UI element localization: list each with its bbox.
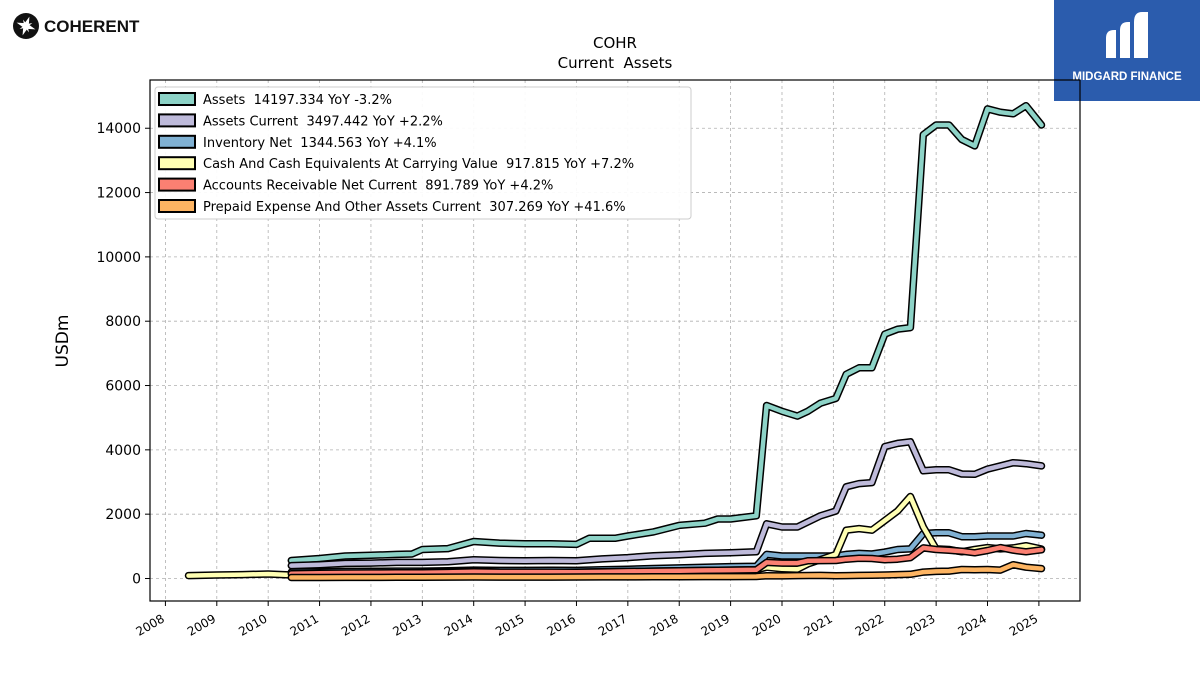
x-tick-label: 2008 [133,611,166,638]
coherent-logo: COHERENT [13,13,140,39]
x-tick-label: 2019 [699,611,732,638]
x-tick-label: 2016 [545,611,578,638]
x-tick-label: 2024 [956,611,989,638]
x-tick-label: 2013 [390,611,423,638]
legend-entry-label: Inventory Net 1344.563 YoY +4.1% [203,136,437,151]
x-tick-label: 2011 [288,611,321,638]
midgard-logo-mark-icon: MIDGARD FINANCE [1072,12,1182,83]
brand-logo-text: MIDGARD FINANCE [1072,71,1182,83]
y-tick-label: 2000 [105,507,141,523]
y-tick-label: 10000 [96,250,141,266]
x-tick-label: 2020 [750,611,783,638]
legend-entry-label: Cash And Cash Equivalents At Carrying Va… [203,157,634,172]
x-tick-label: 2021 [801,611,834,638]
coherent-star-icon [13,13,39,39]
x-axis: 2008 2009 2010 2011 2012 2013 2014 2015 2016 2017… [133,601,1040,639]
legend-box [154,86,692,220]
series-prepaid [287,560,1046,582]
y-tick-label: 12000 [96,186,141,202]
legend-swatch [158,113,196,128]
legend: Assets 14197.334 YoY -3.2% Assets Current… [154,86,692,220]
legend-swatch [158,177,196,192]
legend-entry-label: Prepaid Expense And Other Assets Current… [203,200,626,215]
x-tick-label: 2015 [493,611,526,638]
legend-entry-label: Assets Current 3497.442 YoY +2.2% [203,114,443,129]
midgard-finance-logo: MIDGARD FINANCE [1054,0,1200,101]
y-axis: 0 2000 4000 6000 8000 10000 12000 14000 [96,121,150,587]
coherent-logo-text: COHERENT [44,17,140,36]
series-line [289,439,1044,568]
legend-entry-label: Accounts Receivable Net Current 891.789 … [203,179,553,194]
plot-frame [149,79,1081,602]
chart-title: COHR [593,34,637,52]
series-assets [287,101,1046,565]
legend-swatch [158,199,196,213]
series-receivables [287,543,1046,578]
x-tick-label: 2017 [596,611,629,638]
x-tick-label: 2025 [1007,611,1040,638]
x-tick-label: 2022 [853,611,886,638]
x-tick-label: 2012 [339,611,372,638]
y-tick-label: 0 [132,571,141,587]
legend-swatch [158,134,196,149]
legend-swatch [158,92,196,106]
series-assets-current [287,438,1046,570]
series-line [289,545,1044,576]
x-tick-label: 2023 [904,611,937,638]
y-tick-label: 4000 [105,443,141,459]
x-tick-label: 2014 [442,611,475,638]
x-tick-label: 2009 [185,611,218,638]
series-line [289,103,1044,563]
x-tick-label: 2010 [236,611,269,638]
y-tick-label: 6000 [105,379,141,395]
legend-entry-label: Assets 14197.334 YoY -3.2% [203,93,392,108]
series-lines [184,101,1046,582]
y-axis-label: USDm [53,315,73,368]
y-tick-label: 14000 [96,121,141,137]
x-tick-label: 2018 [647,611,680,638]
legend-swatch [158,156,196,171]
series-line [289,562,1044,580]
y-tick-label: 8000 [105,314,141,330]
chart-subtitle: Current Assets [558,54,673,72]
